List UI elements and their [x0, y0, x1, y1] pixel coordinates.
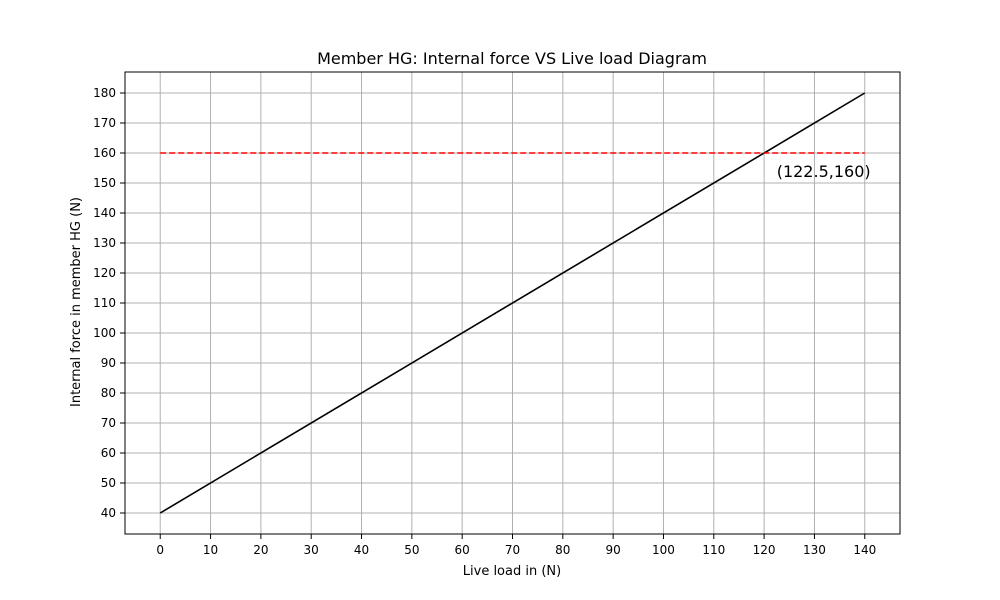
force-line [159, 92, 866, 514]
grid [125, 72, 900, 534]
ticks: 0 10 20 30 40 50 60 70 80 90 100 110 120 130 140 40 50 60… [93, 86, 876, 557]
y-tick-label: 70 [101, 416, 116, 430]
annotations: (122.5,160) [777, 162, 871, 181]
chart-title: Member HG: Internal force VS Live load D… [317, 49, 707, 68]
y-tick-label: 180 [93, 86, 116, 100]
y-tick-label: 120 [93, 266, 116, 280]
x-tick-label: 80 [555, 543, 570, 557]
plot-area [159, 92, 866, 514]
y-tick-label: 130 [93, 236, 116, 250]
x-tick-label: 0 [156, 543, 164, 557]
y-tick-label: 100 [93, 326, 116, 340]
x-tick-label: 70 [505, 543, 520, 557]
y-tick-label: 60 [101, 446, 116, 460]
y-tick-label: 150 [93, 176, 116, 190]
x-tick-label: 40 [354, 543, 369, 557]
x-tick-label: 100 [652, 543, 675, 557]
x-tick-label: 20 [253, 543, 268, 557]
x-tick-label: 50 [404, 543, 419, 557]
x-tick-label: 120 [753, 543, 776, 557]
x-axis-label: Live load in (N) [463, 564, 561, 579]
y-tick-label: 50 [101, 476, 116, 490]
y-tick-label: 40 [101, 506, 116, 520]
x-tick-label: 30 [304, 543, 319, 557]
y-tick-label: 80 [101, 386, 116, 400]
intersection-annotation: (122.5,160) [777, 162, 871, 181]
x-tick-label: 10 [203, 543, 218, 557]
x-tick-label: 110 [702, 543, 725, 557]
y-tick-label: 110 [93, 296, 116, 310]
x-tick-label: 130 [803, 543, 826, 557]
y-tick-label: 140 [93, 206, 116, 220]
y-tick-label: 160 [93, 146, 116, 160]
x-tick-label: 140 [853, 543, 876, 557]
y-axis-label: Internal force in member HG (N) [69, 197, 84, 407]
y-tick-label: 170 [93, 116, 116, 130]
x-tick-label: 60 [455, 543, 470, 557]
y-tick-label: 90 [101, 356, 116, 370]
x-tick-label: 90 [606, 543, 621, 557]
